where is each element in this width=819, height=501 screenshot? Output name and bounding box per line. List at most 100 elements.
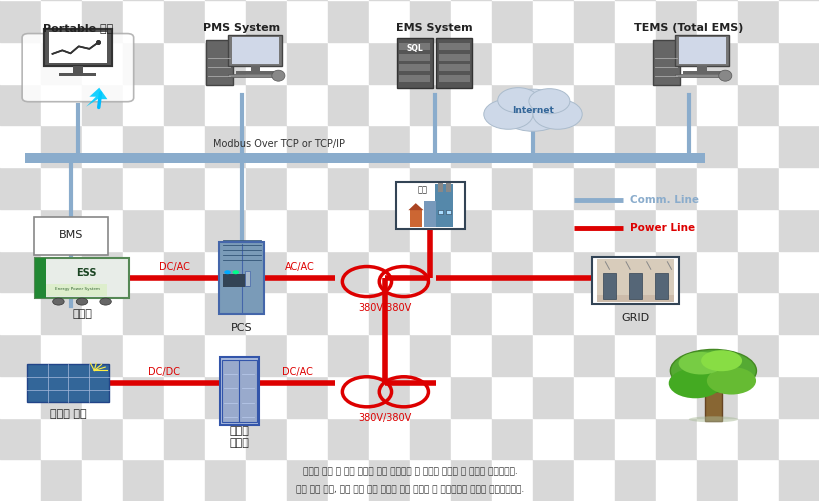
Bar: [532, 125, 573, 167]
Bar: [123, 250, 164, 292]
Bar: [438, 75, 469, 82]
Text: GRID: GRID: [621, 313, 649, 323]
Bar: [82, 84, 123, 125]
Bar: [399, 64, 430, 71]
Bar: [82, 334, 123, 376]
Bar: [573, 167, 614, 209]
Bar: [27, 365, 109, 402]
Circle shape: [52, 298, 64, 305]
Bar: [328, 167, 369, 209]
Bar: [328, 376, 369, 417]
Bar: [205, 209, 246, 250]
Bar: [0, 292, 41, 334]
Bar: [778, 376, 819, 417]
Bar: [410, 84, 450, 125]
Circle shape: [498, 89, 567, 131]
Bar: [246, 334, 287, 376]
Bar: [434, 184, 452, 226]
Bar: [446, 210, 450, 214]
Bar: [682, 71, 721, 74]
Bar: [205, 334, 246, 376]
Bar: [399, 54, 430, 61]
Bar: [614, 292, 655, 334]
Bar: [328, 334, 369, 376]
Bar: [675, 35, 729, 66]
Bar: [696, 167, 737, 209]
Bar: [614, 42, 655, 84]
Bar: [614, 0, 655, 42]
Bar: [737, 125, 778, 167]
Bar: [328, 84, 369, 125]
Ellipse shape: [668, 368, 722, 398]
Bar: [164, 167, 205, 209]
Bar: [614, 334, 655, 376]
Bar: [164, 292, 205, 334]
Bar: [438, 64, 469, 71]
Bar: [446, 183, 450, 192]
Bar: [236, 71, 274, 74]
Bar: [123, 459, 164, 501]
Bar: [0, 459, 41, 501]
Bar: [737, 209, 778, 250]
Bar: [778, 209, 819, 250]
Text: EMS System: EMS System: [396, 23, 473, 33]
Bar: [287, 250, 328, 292]
Bar: [677, 37, 726, 64]
Bar: [596, 295, 673, 302]
Bar: [573, 459, 614, 501]
Bar: [164, 417, 205, 459]
Bar: [123, 334, 164, 376]
Bar: [205, 417, 246, 459]
Bar: [778, 250, 819, 292]
Bar: [0, 417, 41, 459]
Bar: [675, 74, 723, 77]
Bar: [228, 74, 277, 77]
Bar: [44, 29, 111, 67]
Text: 380V/380V: 380V/380V: [359, 303, 411, 313]
Bar: [410, 209, 450, 250]
Bar: [0, 84, 41, 125]
Text: 태양광
인버터: 태양광 인버터: [229, 426, 249, 448]
Circle shape: [532, 99, 581, 129]
Bar: [655, 0, 696, 42]
Bar: [614, 250, 655, 292]
Bar: [696, 125, 737, 167]
Bar: [0, 42, 41, 84]
Bar: [737, 376, 778, 417]
Bar: [82, 42, 123, 84]
Bar: [0, 376, 41, 417]
Bar: [491, 417, 532, 459]
Bar: [491, 0, 532, 42]
Text: 배터리: 배터리: [72, 309, 92, 319]
Bar: [655, 167, 696, 209]
Bar: [737, 292, 778, 334]
Bar: [603, 273, 616, 300]
Bar: [73, 66, 83, 73]
Bar: [491, 42, 532, 84]
Bar: [41, 167, 82, 209]
Bar: [369, 0, 410, 42]
Bar: [123, 84, 164, 125]
Bar: [25, 153, 704, 163]
Bar: [491, 167, 532, 209]
Circle shape: [497, 88, 538, 113]
Bar: [205, 167, 246, 209]
Bar: [778, 125, 819, 167]
Ellipse shape: [272, 70, 285, 81]
Bar: [591, 257, 678, 304]
Bar: [491, 459, 532, 501]
Bar: [82, 209, 123, 250]
Text: DC/DC: DC/DC: [147, 367, 180, 377]
Bar: [123, 125, 164, 167]
Text: DC/AC: DC/AC: [282, 367, 312, 377]
Bar: [410, 292, 450, 334]
Bar: [450, 167, 491, 209]
Bar: [410, 376, 450, 417]
Bar: [41, 376, 82, 417]
Bar: [239, 360, 256, 422]
Bar: [410, 0, 450, 42]
Bar: [41, 292, 82, 334]
Bar: [778, 167, 819, 209]
Bar: [34, 217, 108, 255]
Bar: [573, 292, 614, 334]
